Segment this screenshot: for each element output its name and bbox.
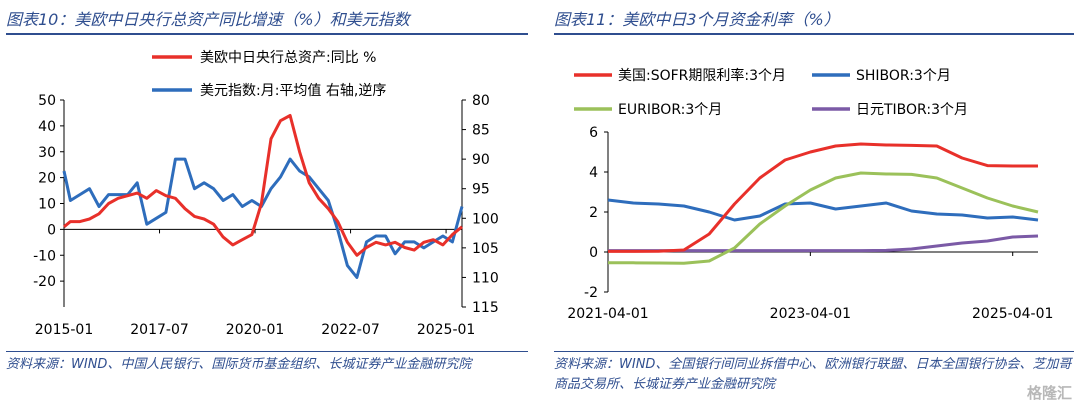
left-y-tick-label: 10 [38,197,56,213]
legend-label: 日元TIBOR:3个月 [856,102,968,118]
series-line-tibor [608,234,1039,253]
legend-label: SHIBOR:3个月 [856,68,951,84]
x-tick-label: 2025-01 [417,322,476,338]
left-y-tick-label: -20 [33,274,56,290]
right-source-rule [554,351,1074,352]
series-line-shibor [607,198,1039,222]
x-tick-label: 2023-04-01 [770,306,851,322]
left-y-tick-label: 40 [38,119,56,135]
left-y-tick-label: -10 [33,248,56,264]
left-chart: 50403020100-10-2080859095100105110115201… [33,50,499,338]
x-tick-label: 2020-01 [226,322,285,338]
x-tick-label: 2015-01 [35,322,94,338]
right-source-note: 资料来源：WIND、全国银行间同业拆借中心、欧洲银行联盟、日本全国银行协会、芝加… [554,357,1072,392]
left-y-tick-label: 20 [38,171,56,187]
x-tick-label: 2025-04-01 [972,306,1053,322]
legend-label: 美欧中日央行总资产:同比 % [200,50,376,66]
legend-label: EURIBOR:3个月 [618,102,722,118]
watermark-logo: 格隆汇 [1026,384,1072,402]
y-tick-label: 4 [589,165,598,181]
x-tick-label: 2022-07 [321,322,380,338]
left-y-tick-label: 50 [38,93,56,109]
right-y-tick-label: 110 [472,270,499,286]
series-line-asset-growth [63,114,463,257]
right-title-rule [554,33,1074,35]
right-y-tick-label: 105 [472,241,499,257]
right-y-tick-label: 85 [472,123,490,139]
y-tick-label: 6 [589,125,598,141]
y-tick-label: 2 [589,205,598,221]
series-line-usd-index [62,157,464,279]
left-chart-title: 图表10：美欧中日央行总资产同比增速（%）和美元指数 [6,10,410,29]
x-tick-label: 2021-04-01 [567,306,648,322]
left-y-tick-label: 0 [47,222,56,238]
right-y-tick-label: 90 [472,152,490,168]
series-line-euribor [608,171,1039,265]
series-line-sofr [608,142,1038,253]
legend-label: 美国:SOFR期限利率:3个月 [618,67,786,84]
x-tick-label: 2017-07 [130,322,189,338]
y-tick-label: 0 [589,245,598,261]
right-chart: 6 4 2 0 -2 2021-04-01 2023-04-01 2025-04-01 美国:S… [567,67,1053,322]
left-source-note: 资料来源：WIND、中国人民银行、国际货币基金组织、长城证券产业金融研究院 [6,357,472,372]
left-y-tick-label: 30 [38,145,56,161]
right-y-tick-label: 80 [472,93,490,109]
right-y-tick-label: 115 [472,300,499,316]
right-y-tick-label: 95 [472,182,490,198]
y-tick-label: -2 [584,285,598,301]
legend-label: 美元指数:月:平均值 右轴,逆序 [200,83,386,99]
right-y-tick-label: 100 [472,211,499,227]
right-chart-title: 图表11：美欧中日3个月资金利率（%） [554,10,840,29]
left-title-rule [6,33,528,35]
left-source-rule [6,351,528,352]
